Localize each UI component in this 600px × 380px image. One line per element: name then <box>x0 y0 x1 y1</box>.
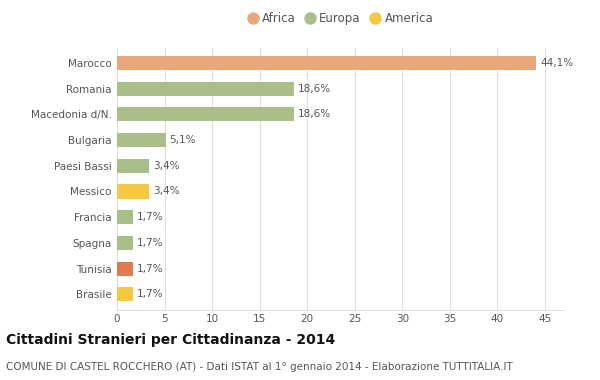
Bar <box>117 159 149 173</box>
Text: 3,4%: 3,4% <box>153 187 179 196</box>
Text: 1,7%: 1,7% <box>137 238 163 248</box>
Text: 3,4%: 3,4% <box>153 161 179 171</box>
Bar <box>117 82 294 96</box>
Text: 18,6%: 18,6% <box>298 84 331 93</box>
Text: Cittadini Stranieri per Cittadinanza - 2014: Cittadini Stranieri per Cittadinanza - 2… <box>6 333 335 347</box>
Legend: Africa, Europa, America: Africa, Europa, America <box>244 9 437 29</box>
Bar <box>117 107 294 121</box>
Bar <box>117 287 133 301</box>
Bar <box>117 133 166 147</box>
Text: 18,6%: 18,6% <box>298 109 331 119</box>
Text: 44,1%: 44,1% <box>540 58 574 68</box>
Text: 1,7%: 1,7% <box>137 289 163 299</box>
Bar <box>117 210 133 224</box>
Text: 5,1%: 5,1% <box>169 135 196 145</box>
Bar <box>117 236 133 250</box>
Text: COMUNE DI CASTEL ROCCHERO (AT) - Dati ISTAT al 1° gennaio 2014 - Elaborazione TU: COMUNE DI CASTEL ROCCHERO (AT) - Dati IS… <box>6 363 513 372</box>
Text: 1,7%: 1,7% <box>137 212 163 222</box>
Text: 1,7%: 1,7% <box>137 264 163 274</box>
Bar <box>117 184 149 198</box>
Bar <box>117 56 536 70</box>
Bar <box>117 261 133 276</box>
